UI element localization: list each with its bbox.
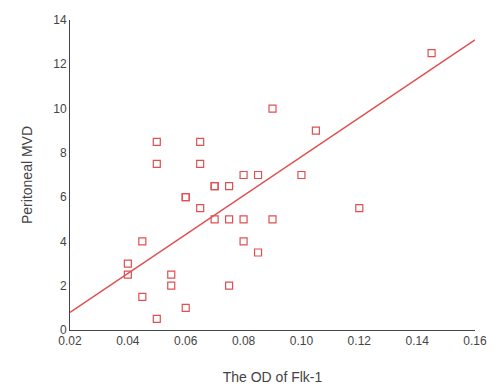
- svg-text:0.08: 0.08: [232, 334, 256, 348]
- svg-text:0.10: 0.10: [290, 334, 314, 348]
- svg-text:0.04: 0.04: [116, 334, 140, 348]
- svg-text:0.16: 0.16: [463, 334, 487, 348]
- svg-text:0.06: 0.06: [174, 334, 198, 348]
- svg-text:6: 6: [60, 190, 67, 204]
- svg-text:0.02: 0.02: [58, 334, 82, 348]
- svg-text:0.14: 0.14: [405, 334, 429, 348]
- svg-text:The OD of Flk-1: The OD of Flk-1: [223, 369, 323, 385]
- svg-text:0: 0: [60, 323, 67, 337]
- svg-text:4: 4: [60, 235, 67, 249]
- svg-text:8: 8: [60, 146, 67, 160]
- svg-text:10: 10: [53, 102, 67, 116]
- svg-text:Peritoneal MVD: Peritoneal MVD: [19, 126, 35, 224]
- svg-text:0.12: 0.12: [348, 334, 372, 348]
- svg-text:12: 12: [53, 57, 67, 71]
- svg-text:2: 2: [60, 279, 67, 293]
- svg-text:14: 14: [53, 13, 67, 27]
